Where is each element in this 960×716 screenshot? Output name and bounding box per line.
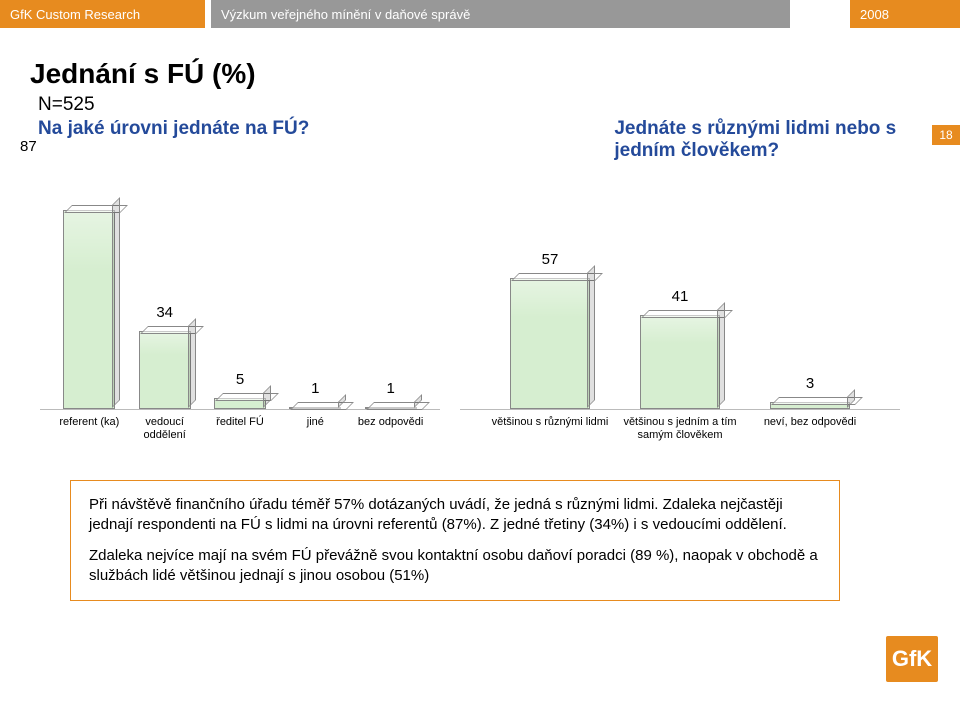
chart-left-bar-1 [139, 331, 191, 409]
chart-right-value-2: 3 [806, 375, 814, 392]
chart-right: 57většinou s různými lidmi41většinou s j… [460, 180, 900, 410]
chart-left: referent (ka)34vedoucí oddělení5ředitel … [40, 180, 440, 410]
subtitle-row: Na jaké úrovni jednáte na FÚ? Jednáte s … [0, 118, 960, 162]
chart-left-category-4: bez odpovědi [353, 416, 429, 429]
chart-left-bar-4 [365, 407, 417, 409]
charts-row: referent (ka)34vedoucí oddělení5ředitel … [0, 162, 960, 410]
chart-left-bar-2 [214, 398, 266, 409]
header-title: Výzkum veřejného mínění v daňové správě [211, 0, 790, 28]
chart-left-bar-0 [63, 210, 115, 409]
note-paragraph-1: Při návštěvě finančního úřadu téměř 57% … [89, 495, 821, 536]
chart-left-value-3: 1 [311, 380, 319, 397]
bar-value-0-left: 87 [20, 138, 37, 155]
chart-right-bar-2 [770, 402, 850, 409]
note-box: Při návštěvě finančního úřadu téměř 57% … [70, 480, 840, 601]
sample-size: N=525 [38, 94, 960, 116]
page-title: Jednání s FÚ (%) [30, 58, 960, 90]
chart-right-category-2: neví, bez odpovědi [742, 416, 878, 429]
chart-left-value-1: 34 [156, 304, 173, 321]
chart-left-value-4: 1 [386, 380, 394, 397]
chart-right-bar-0 [510, 278, 590, 409]
chart-right-value-0: 57 [542, 251, 559, 268]
chart-left-category-3: jiné [277, 416, 353, 429]
note-paragraph-2: Zdaleka nejvíce mají na svém FÚ převážně… [89, 546, 821, 587]
chart-left-category-2: ředitel FÚ [202, 416, 278, 429]
chart-right-category-1: většinou s jedním a tím samým člověkem [612, 416, 748, 441]
chart-left-bar-3 [289, 407, 341, 409]
subtitle-left: Na jaké úrovni jednáte na FÚ? [38, 118, 309, 140]
chart-right-category-0: většinou s různými lidmi [482, 416, 618, 429]
gfk-logo: GfK [886, 636, 938, 682]
chart-right-value-1: 41 [672, 288, 689, 305]
chart-left-value-2: 5 [236, 371, 244, 388]
slide-header: GfK Custom Research Výzkum veřejného mín… [0, 0, 960, 28]
chart-right-bar-1 [640, 315, 720, 409]
subtitle-right: Jednáte s různými lidmi nebo s jedním čl… [614, 118, 934, 162]
chart-left-category-0: referent (ka) [51, 416, 127, 429]
header-year: 2008 [850, 0, 960, 28]
header-gap [790, 0, 850, 28]
chart-left-category-1: vedoucí oddělení [127, 416, 203, 441]
header-brand: GfK Custom Research [0, 0, 205, 28]
page-number-badge: 18 [932, 125, 960, 145]
